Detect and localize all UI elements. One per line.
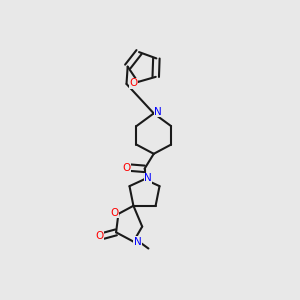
Text: O: O <box>130 78 138 88</box>
Text: N: N <box>144 173 152 183</box>
Text: O: O <box>95 231 103 241</box>
Text: N: N <box>154 106 162 116</box>
Text: O: O <box>111 208 119 218</box>
Text: N: N <box>134 237 142 247</box>
Text: O: O <box>122 163 130 173</box>
